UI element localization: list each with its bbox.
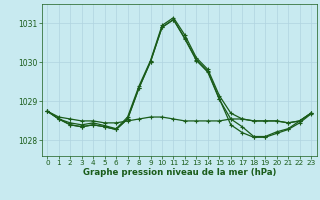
X-axis label: Graphe pression niveau de la mer (hPa): Graphe pression niveau de la mer (hPa) (83, 168, 276, 177)
